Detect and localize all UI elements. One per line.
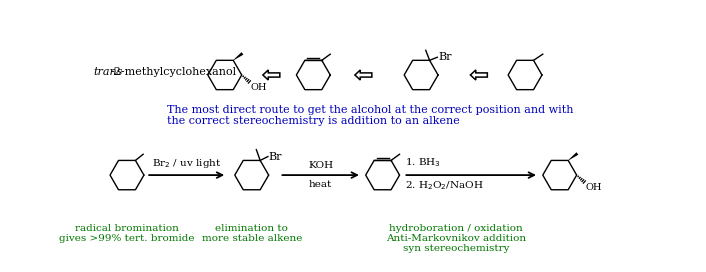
Text: Br$_2$ / uv light: Br$_2$ / uv light xyxy=(152,157,222,170)
Text: Br: Br xyxy=(269,152,282,162)
Text: gives >99% tert. bromide: gives >99% tert. bromide xyxy=(59,234,195,243)
Polygon shape xyxy=(470,70,487,80)
Text: elimination to: elimination to xyxy=(215,224,288,233)
Text: KOH: KOH xyxy=(308,161,333,170)
Text: hydroboration / oxidation: hydroboration / oxidation xyxy=(389,224,522,233)
Text: The most direct route to get the alcohol at the correct position and with: The most direct route to get the alcohol… xyxy=(167,105,573,115)
Text: OH: OH xyxy=(250,83,267,92)
Text: OH: OH xyxy=(585,183,602,192)
Text: Br: Br xyxy=(438,52,452,62)
Text: more stable alkene: more stable alkene xyxy=(201,234,302,243)
Polygon shape xyxy=(355,70,372,80)
Text: -2-methylcyclohexanol: -2-methylcyclohexanol xyxy=(110,67,237,77)
Text: trans: trans xyxy=(93,67,122,77)
Text: heat: heat xyxy=(309,181,333,190)
Polygon shape xyxy=(233,52,244,60)
Text: Anti-Markovnikov addition: Anti-Markovnikov addition xyxy=(385,234,526,243)
Text: radical bromination: radical bromination xyxy=(75,224,179,233)
Polygon shape xyxy=(263,70,280,80)
Text: syn stereochemistry: syn stereochemistry xyxy=(402,244,509,253)
Text: 2. H$_2$O$_2$/NaOH: 2. H$_2$O$_2$/NaOH xyxy=(405,179,484,192)
Text: 1. BH$_3$: 1. BH$_3$ xyxy=(405,156,441,169)
Text: the correct stereochemistry is addition to an alkene: the correct stereochemistry is addition … xyxy=(167,116,460,126)
Polygon shape xyxy=(568,152,578,160)
